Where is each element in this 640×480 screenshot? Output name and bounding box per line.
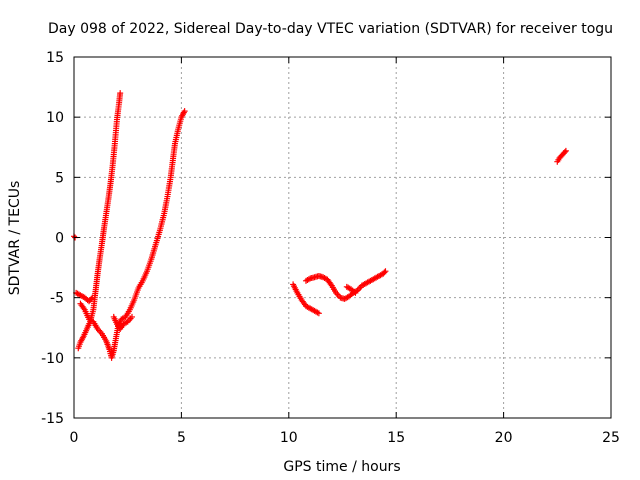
y-tick-label: 5 [55, 170, 64, 186]
x-tick-label: 10 [280, 430, 298, 446]
axis-ticks [73, 56, 612, 419]
data-point [117, 90, 124, 97]
x-tick-label: 20 [495, 430, 513, 446]
chart-title: Day 098 of 2022, Sidereal Day-to-day VTE… [48, 21, 613, 37]
data-point [381, 269, 388, 276]
data-point [352, 289, 359, 296]
y-tick-label: -5 [50, 291, 64, 307]
y-tick-label: -10 [41, 351, 64, 367]
data-point [315, 310, 322, 317]
data-point [88, 295, 95, 302]
x-tick-label: 0 [70, 430, 79, 446]
x-tick-label: 25 [602, 430, 620, 446]
data-point [562, 147, 569, 154]
y-tick-label: 0 [55, 231, 64, 247]
data-point [181, 108, 188, 115]
y-tick-label: 15 [46, 50, 64, 66]
data-point [382, 268, 389, 275]
y-tick-label: 10 [46, 110, 64, 126]
x-tick-label: 5 [177, 430, 186, 446]
x-tick-labels: 0 5 10 15 20 25 [70, 430, 620, 446]
x-tick-label: 15 [387, 430, 405, 446]
data-point [128, 313, 135, 320]
grid-lines [74, 57, 611, 418]
y-axis-label: SDTVAR / TECUs [7, 181, 23, 296]
y-tick-labels: -15 -10 -5 0 5 10 15 [41, 50, 64, 427]
data-point [561, 149, 568, 156]
data-points [71, 90, 569, 361]
x-axis-label: GPS time / hours [283, 459, 400, 475]
y-tick-label: -15 [41, 411, 64, 427]
